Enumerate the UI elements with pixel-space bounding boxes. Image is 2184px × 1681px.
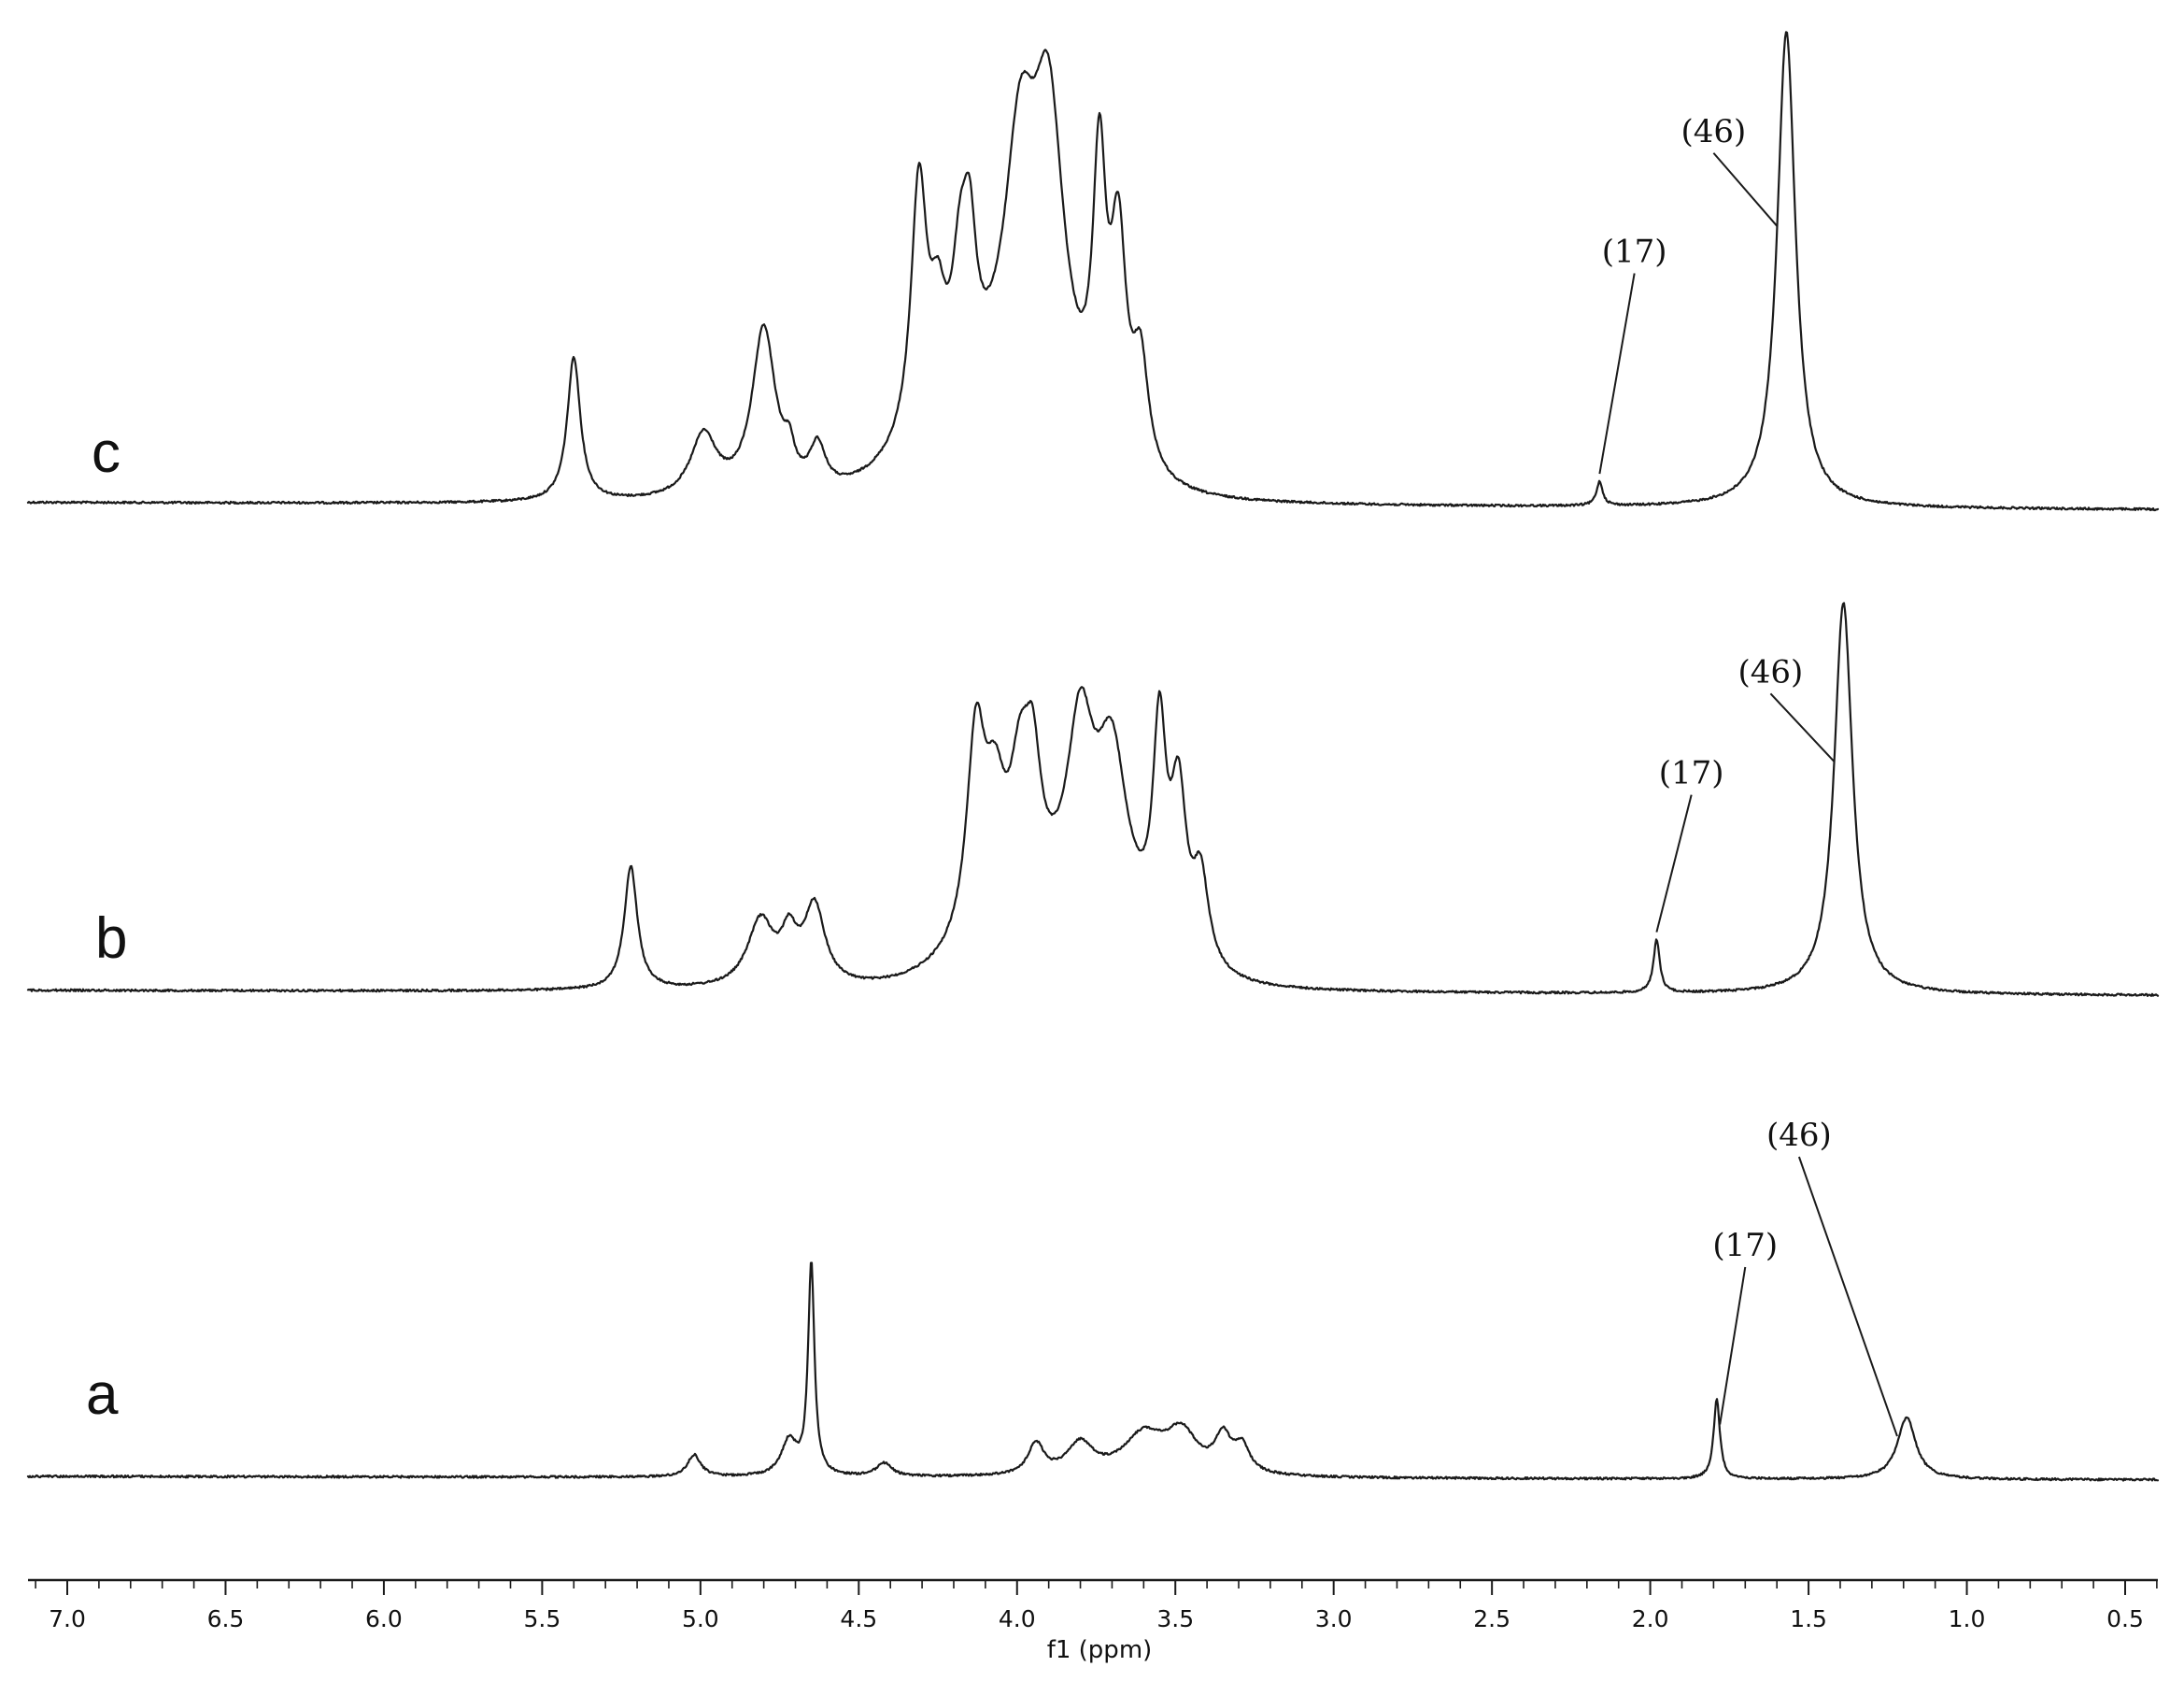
x-tick-label-4: 5.0 (682, 1605, 719, 1632)
x-tick-label-6: 4.0 (999, 1605, 1036, 1632)
x-axis-title: f1 (ppm) (1047, 1636, 1153, 1664)
x-tick-label-10: 2.0 (1632, 1605, 1669, 1632)
x-tick-label-3: 5.5 (524, 1605, 561, 1632)
x-tick-label-11: 1.5 (1790, 1605, 1827, 1632)
x-axis-ticks: 7.0 6.5 6.0 5.5 5.0 4.5 4.0 3.5 3.0 2.5 2.0 1.5 1.0 0… (35, 1580, 2158, 1632)
spectra-traces (26, 31, 2160, 1482)
annotation-label-c-1: (46) (1681, 113, 1747, 150)
trace-label-b: b (95, 906, 127, 971)
x-tick-label-7: 3.5 (1156, 1605, 1194, 1632)
annotation-label-a-0: (17) (1712, 1227, 1778, 1264)
x-tick-label-0: 7.0 (49, 1605, 86, 1632)
peak-annotations: (17) (46) (17) (46) (17) (46) (1598, 113, 1898, 1437)
annotation-leader-b-0 (1655, 794, 1693, 933)
spectrum-trace-b (26, 602, 2160, 997)
x-axis: 7.0 6.5 6.0 5.5 5.0 4.5 4.0 3.5 3.0 2.5 2.0 1.5 1.0 0… (28, 1578, 2158, 1664)
trace-label-a: a (86, 1362, 119, 1427)
annotation-leader-c-1 (1712, 152, 1778, 227)
trace-labels: c b a (86, 420, 127, 1427)
x-tick-label-9: 2.5 (1473, 1605, 1510, 1632)
trace-label-c: c (92, 420, 121, 485)
x-tick-label-1: 6.5 (207, 1605, 245, 1632)
spectrum-trace-c (26, 31, 2160, 512)
x-tick-label-13: 0.5 (2106, 1605, 2144, 1632)
annotation-leader-c-0 (1598, 273, 1636, 475)
annotation-label-b-1: (46) (1738, 653, 1804, 691)
annotation-label-c-0: (17) (1602, 234, 1667, 271)
spectrum-trace-a (26, 1261, 2160, 1482)
x-tick-label-5: 4.5 (840, 1605, 877, 1632)
annotation-leader-a-1 (1797, 1156, 1898, 1437)
annotation-leader-a-0 (1719, 1266, 1747, 1425)
annotation-label-a-1: (46) (1766, 1117, 1832, 1154)
annotation-label-b-0: (17) (1659, 755, 1724, 792)
x-tick-label-12: 1.0 (1949, 1605, 1986, 1632)
x-tick-label-2: 6.0 (365, 1605, 403, 1632)
annotation-leader-b-1 (1769, 692, 1835, 762)
x-tick-label-8: 3.0 (1315, 1605, 1353, 1632)
